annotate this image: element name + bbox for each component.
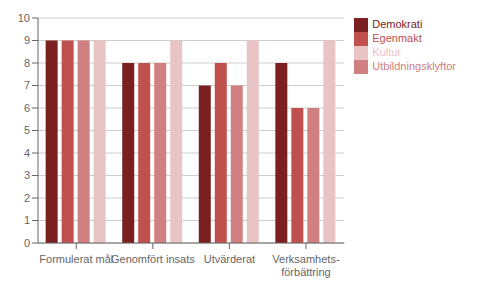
svg-text:Utvärderat: Utvärderat: [204, 253, 255, 265]
html-text:Egenmakt: Egenmakt: [372, 32, 422, 45]
html-text:Demokrati: Demokrati: [372, 18, 423, 30]
html-text:Utbildningsklyftor: Utbildningsklyftor: [372, 60, 456, 73]
html-text:Kultur: Kultur: [372, 46, 401, 59]
svg-text:6: 6: [24, 102, 30, 114]
svg-text:5: 5: [24, 124, 30, 136]
svg-text:Genomfört insats: Genomfört insats: [111, 253, 195, 265]
svg-text:9: 9: [24, 34, 30, 46]
svg-text:Formulerat mål: Formulerat mål: [39, 253, 113, 265]
svg-text:1: 1: [24, 214, 30, 226]
svg-text:7: 7: [24, 79, 30, 91]
svg-text:10: 10: [18, 12, 30, 24]
svg-text:2: 2: [24, 192, 30, 204]
svg-text:8: 8: [24, 57, 30, 69]
svg-text:0: 0: [24, 237, 30, 249]
svg-text:3: 3: [24, 169, 30, 181]
svg-text:4: 4: [24, 147, 30, 159]
svg-text:Verksamhets-förbättring: Verksamhets-förbättring: [272, 253, 340, 278]
